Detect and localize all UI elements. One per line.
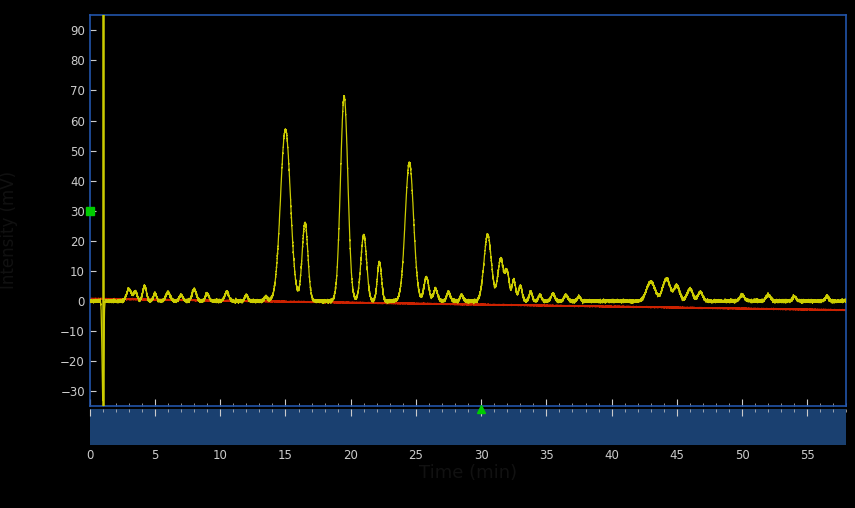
Text: Intensity (mV): Intensity (mV) [0, 171, 18, 289]
Text: Time (min): Time (min) [419, 464, 517, 482]
